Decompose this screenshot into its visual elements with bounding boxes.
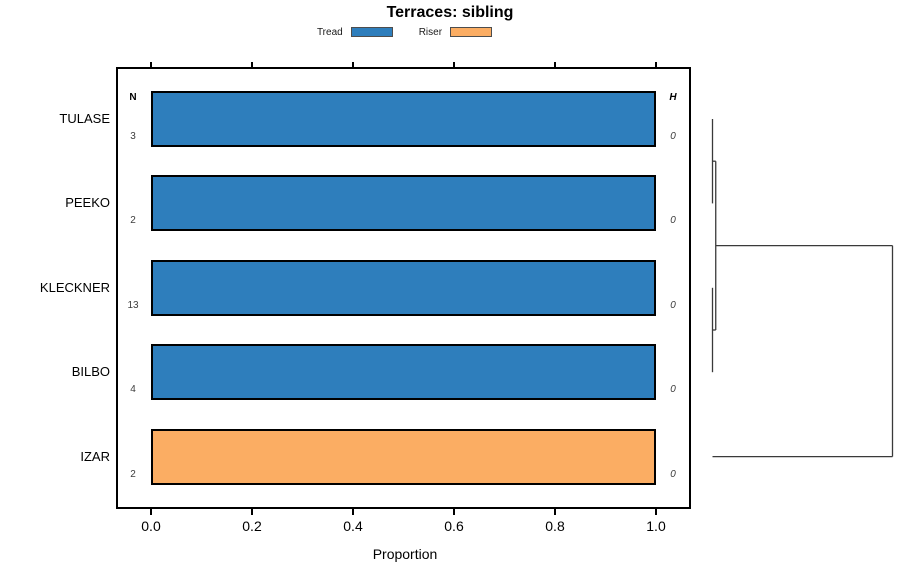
legend-item: Riser [418,26,493,38]
n-value: 3 [130,131,136,142]
x-tick [352,507,354,515]
legend-item: Tread [317,27,393,38]
bar-segment [151,259,656,316]
chart-title: Terraces: sibling [386,4,514,21]
n-value: 2 [130,215,136,227]
x-tick [453,61,455,69]
category-label: IZAR [80,448,110,464]
n-value: 2 [130,468,136,480]
x-tick [150,507,152,515]
legend-label: Riser [418,26,443,38]
n-value: 13 [127,299,139,311]
legend-swatch [350,27,393,37]
x-tick [453,507,455,515]
n-value: 4 [130,384,136,396]
category-label: TULASE [59,111,110,126]
category-label: PEEKO [65,195,110,211]
bar-segment [151,344,656,401]
h-value: 0 [670,131,676,142]
x-tick [352,61,354,69]
legend: Tread Riser [0,25,809,39]
x-tick [251,507,253,515]
plot-area [116,67,691,509]
h-value: 0 [670,468,676,480]
x-tick-label: 0.8 [545,518,565,534]
x-axis-label: Proportion [372,546,438,562]
bar-segment [151,175,656,232]
h-value: 0 [670,384,676,396]
x-tick-label: 0.6 [444,518,464,534]
h-value: 0 [670,299,676,311]
legend-swatch [450,27,493,37]
x-tick-label: 0.2 [242,518,262,534]
x-tick-label: 0.4 [343,518,363,534]
bar-segment [151,428,656,485]
h-value: 0 [670,215,676,227]
x-tick [251,61,253,69]
x-tick [655,507,657,515]
x-tick-label: 0.0 [141,518,161,534]
legend-label: Tread [316,26,343,38]
x-tick [554,507,556,515]
bar-segment [151,91,656,147]
x-tick [150,61,152,69]
n-column-header: N [129,92,137,103]
h-column-header: H [669,92,677,103]
category-label: KLECKNER [39,279,110,295]
x-tick [655,61,657,69]
x-tick-label: 1.0 [646,518,666,534]
category-label: BILBO [71,364,110,380]
x-tick [554,61,556,69]
